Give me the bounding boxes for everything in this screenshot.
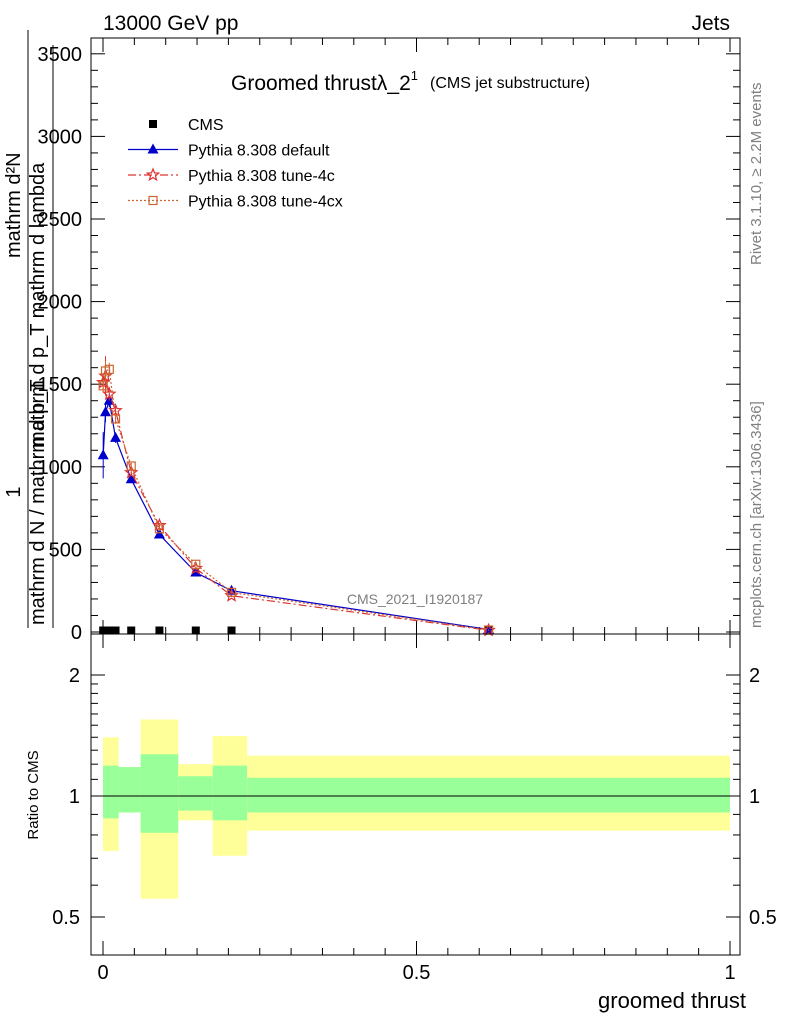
ratio-y-axis: 0.5 0.5 1 1 2 2	[52, 665, 777, 929]
ratio-band-inner	[178, 776, 213, 811]
legend: CMS Pythia 8.308 default Pythia 8.308 tune…	[128, 117, 343, 211]
legend-label: CMS	[188, 117, 224, 134]
data-point	[191, 559, 201, 569]
main-y-label: 1 mathrm d N / mathrm d p_T mathrm d²N m…	[3, 30, 54, 628]
main-y-tick-label: 1000	[38, 457, 83, 479]
header-left: 13000 GeV pp	[103, 12, 238, 35]
main-y-tick-label: 2500	[38, 209, 83, 231]
legend-entry: Pythia 8.308 tune-4cx	[128, 194, 343, 211]
data-point	[126, 461, 136, 471]
ratio-y-tick-label: 0.5	[52, 907, 80, 929]
data-point	[104, 364, 114, 374]
ratio-band-inner	[103, 765, 119, 819]
ratio-y-tick-label: 1	[69, 786, 80, 808]
watermark: CMS_2021_I1920187	[347, 591, 483, 607]
ylabel-prefix-den: mathrm d N / mathrm d p_T	[27, 379, 49, 625]
x-tick-label: 0	[97, 962, 108, 984]
rivet-label: Rivet 3.1.10, ≥ 2.2M events	[748, 83, 765, 266]
data-point	[108, 402, 123, 417]
data-point	[97, 449, 109, 460]
mcplots-label: mcplots.cern.ch [arXiv:1306.3436]	[748, 401, 765, 628]
ratio-x-axis: 0 0.5 1	[97, 634, 736, 984]
ratio-band-inner	[118, 767, 141, 813]
series-layer	[95, 356, 496, 637]
ylabel-numerator: mathrm d²N	[3, 152, 25, 258]
legend-label: Pythia 8.308 default	[188, 143, 330, 160]
ratio-y-tick-label: 2	[69, 665, 80, 687]
data-point	[154, 524, 165, 534]
main-y-tick-label: 0	[71, 622, 82, 644]
series-3	[98, 361, 494, 635]
legend-label: Pythia 8.308 tune-4cx	[188, 194, 343, 211]
ratio-panel: 0.5 0.51 12 2 0 0.5 1 Ratio to CMS groomed th…	[25, 633, 777, 1013]
ylabel-prefix-num: 1	[3, 486, 25, 497]
main-y-tick-label: 3000	[38, 126, 83, 148]
legend-marker	[148, 195, 158, 206]
series-line	[102, 368, 489, 631]
legend-entry: CMS	[149, 117, 224, 134]
data-point	[105, 626, 114, 635]
x-tick-label: 1	[724, 962, 735, 984]
data-point	[111, 626, 120, 635]
x-axis-title: groomed thrust	[598, 988, 746, 1013]
ratio-frame	[90, 633, 741, 956]
chart-title-sup: 1	[411, 68, 418, 83]
data-point	[153, 528, 165, 539]
data-point	[98, 381, 108, 391]
data-point	[125, 473, 137, 484]
chart-title-suffix: (CMS jet substructure)	[430, 75, 590, 92]
legend-entry: Pythia 8.308 tune-4c	[128, 167, 335, 185]
main-y-tick-label: 2000	[38, 292, 83, 314]
legend-marker	[147, 143, 159, 154]
ratio-band-inner	[140, 754, 179, 833]
ylabel-denominator: mathrm d p_T mathrm d lambda	[27, 162, 49, 448]
ratio-band-inner	[212, 765, 248, 821]
data-point	[123, 464, 139, 479]
legend-marker	[149, 120, 157, 128]
data-point	[101, 386, 117, 401]
data-point	[226, 587, 237, 597]
ratio-y-tick-label-right: 2	[749, 665, 760, 687]
legend-entry: Pythia 8.308 default	[128, 143, 330, 160]
series-0	[99, 626, 493, 635]
data-point	[227, 626, 236, 635]
main-y-tick-label: 3500	[38, 44, 83, 66]
ratio-bands	[103, 719, 730, 899]
chart-title-main: Groomed thrustλ_2	[231, 72, 411, 95]
data-point	[110, 431, 122, 442]
legend-marker	[145, 167, 161, 182]
data-point	[110, 414, 121, 424]
ratio-y-tick-label-right: 1	[749, 786, 760, 808]
main-y-tick-label: 500	[49, 539, 82, 561]
chart-title: Groomed thrustλ_21	[231, 68, 418, 95]
main-y-tick-label: 1500	[38, 374, 83, 396]
data-point	[155, 626, 164, 635]
data-point	[100, 406, 112, 417]
data-point	[191, 626, 200, 635]
main-panel: 0 500 1000 1500 2000 2500 3000 3500 CMS_2021_I1…	[38, 37, 741, 644]
ratio-ylabel: Ratio to CMS	[25, 750, 42, 839]
ratio-band-inner	[247, 777, 730, 813]
main-y-axis: 0 500 1000 1500 2000 2500 3000 3500	[38, 44, 740, 644]
legend-label: Pythia 8.308 tune-4c	[188, 168, 335, 185]
x-tick-label: 0.5	[403, 962, 431, 984]
ratio-y-tick-label-right: 0.5	[749, 907, 777, 929]
header-right: Jets	[691, 12, 730, 35]
main-x-axis	[102, 38, 731, 634]
data-point	[127, 626, 136, 635]
